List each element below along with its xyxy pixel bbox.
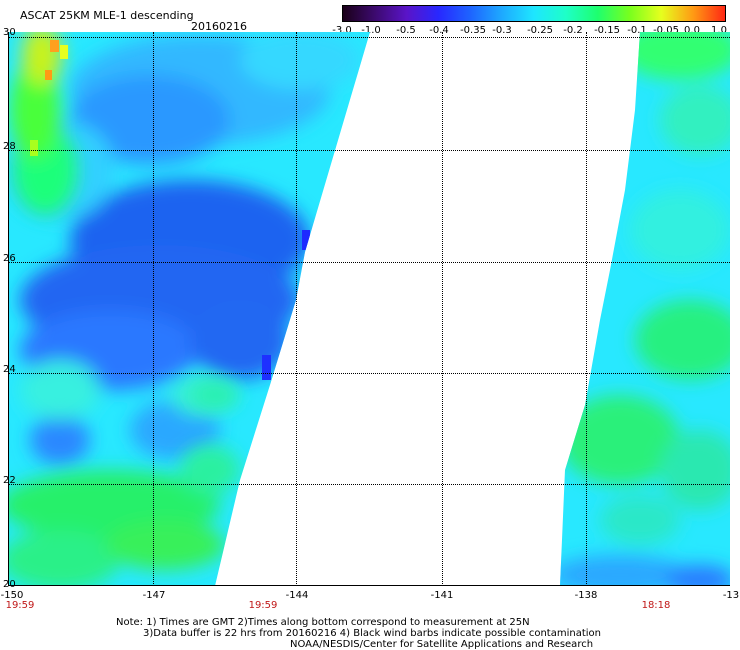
lon-label: -144	[285, 590, 309, 601]
lat-label: 28	[3, 141, 16, 152]
colorbar	[342, 5, 726, 22]
gridline-lon	[442, 32, 443, 586]
colorbar-label: -0.2	[563, 25, 583, 36]
lat-label: 22	[3, 475, 16, 486]
colorbar-label: -0.1	[627, 25, 647, 36]
map-frame	[8, 32, 730, 586]
gridline-lat	[8, 37, 730, 38]
pass-time-right: 18:18	[641, 600, 671, 611]
note-line-3: NOAA/NESDIS/Center for Satellite Applica…	[290, 639, 594, 650]
product-date: 20160216	[191, 20, 247, 33]
note-line-2: 3)Data buffer is 22 hrs from 20160216 4)…	[143, 628, 601, 639]
gridline-lat	[8, 150, 730, 151]
colorbar-label: -0.05	[653, 25, 679, 36]
gridline-lon	[153, 32, 154, 586]
colorbar-label: 1.0	[711, 25, 727, 36]
colorbar-label: -0.3	[492, 25, 512, 36]
colorbar-label: -1.0	[361, 25, 381, 36]
colorbar-label: 0.0	[684, 25, 700, 36]
colorbar-label: -0.35	[460, 25, 486, 36]
colorbar-label: -0.5	[396, 25, 416, 36]
gridline-lon	[586, 32, 587, 586]
colorbar-label: -0.25	[527, 25, 553, 36]
gridline-lat	[8, 373, 730, 374]
colorbar-label: -0.15	[594, 25, 620, 36]
colorbar-label: -3.0	[332, 25, 352, 36]
lon-label: -147	[142, 590, 166, 601]
lat-label: 26	[3, 253, 16, 264]
note-line-1: Note: 1) Times are GMT 2)Times along bot…	[116, 617, 530, 628]
lon-label: -150	[0, 590, 24, 601]
gridline-lat	[8, 262, 730, 263]
pass-time-center: 19:59	[248, 600, 278, 611]
lat-label: 24	[3, 364, 16, 375]
gridline-lon	[296, 32, 297, 586]
pass-time-left: 19:59	[5, 600, 35, 611]
colorbar-label: -0.4	[429, 25, 449, 36]
gridline-lat	[8, 484, 730, 485]
lat-label: 20	[3, 579, 16, 590]
lon-label: -141	[430, 590, 454, 601]
product-title: ASCAT 25KM MLE-1 descending	[20, 9, 194, 22]
lat-label: 30	[3, 27, 16, 38]
lon-label: -138	[574, 590, 598, 601]
left-swath	[8, 32, 370, 586]
lon-label: -13	[722, 590, 740, 601]
